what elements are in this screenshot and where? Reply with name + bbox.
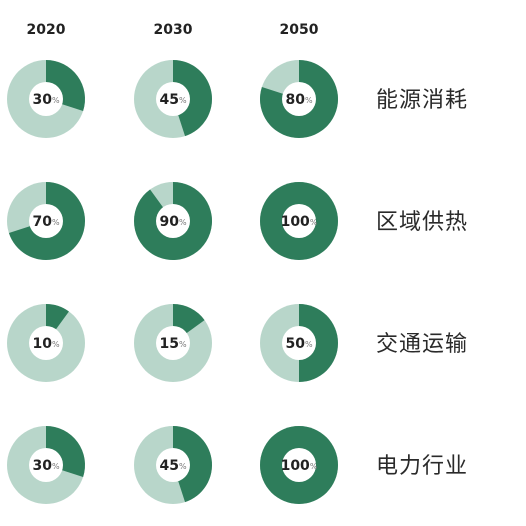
donut-value-label: 30% (32, 458, 59, 474)
donut-row1-2030: 45% (134, 60, 212, 138)
donut-value-slice (173, 426, 212, 503)
donut-value-label: 45% (159, 458, 186, 474)
row-label-4: 电力行业 (376, 454, 468, 479)
year-header-2030: 2030 (154, 22, 193, 38)
donut-value-label: 90% (159, 214, 186, 230)
donut-center (29, 326, 63, 360)
donut-value-label: 15% (159, 336, 186, 352)
donut-value-label: 10% (32, 336, 59, 352)
donut-value-slice (299, 304, 338, 382)
donut-center (282, 82, 316, 116)
donut-center (29, 448, 63, 482)
donut-center (156, 448, 190, 482)
donut-value-label: 100% (281, 458, 318, 474)
donut-row3-2030: 15% (134, 304, 212, 382)
donut-row1-2020: 30% (7, 60, 85, 138)
year-header-2050: 2050 (280, 22, 319, 38)
row-label-2: 区域供热 (376, 210, 468, 235)
donut-value-label: 70% (32, 214, 59, 230)
donut-row3-2020: 10% (7, 304, 85, 382)
donut-value-label: 50% (285, 336, 312, 352)
donut-row2-2030: 90% (134, 182, 213, 260)
donut-row2-2050: 100% (260, 182, 338, 260)
donut-row3-2050: 50% (260, 304, 338, 382)
donut-value-label: 100% (281, 214, 318, 230)
donut-row4-2020: 30% (7, 426, 85, 504)
donut-row2-2020: 70% (7, 182, 86, 260)
donut-center (29, 204, 63, 238)
donut-value-slice (173, 60, 212, 137)
donut-row4-2050: 100% (260, 426, 338, 504)
donut-center (156, 326, 190, 360)
donut-value-label: 80% (285, 92, 312, 108)
donut-center (282, 448, 316, 482)
donut-value-label: 45% (159, 92, 186, 108)
donut-center (282, 204, 316, 238)
year-header-2020: 2020 (27, 22, 66, 38)
row-label-3: 交通运输 (376, 332, 468, 357)
donut-row4-2030: 45% (134, 426, 212, 504)
donut-center (156, 204, 190, 238)
row-label-1: 能源消耗 (376, 88, 468, 113)
donut-row1-2050: 80% (260, 60, 339, 138)
donut-value-label: 30% (32, 92, 59, 108)
donut-center (156, 82, 190, 116)
donut-center (29, 82, 63, 116)
donut-center (282, 326, 316, 360)
